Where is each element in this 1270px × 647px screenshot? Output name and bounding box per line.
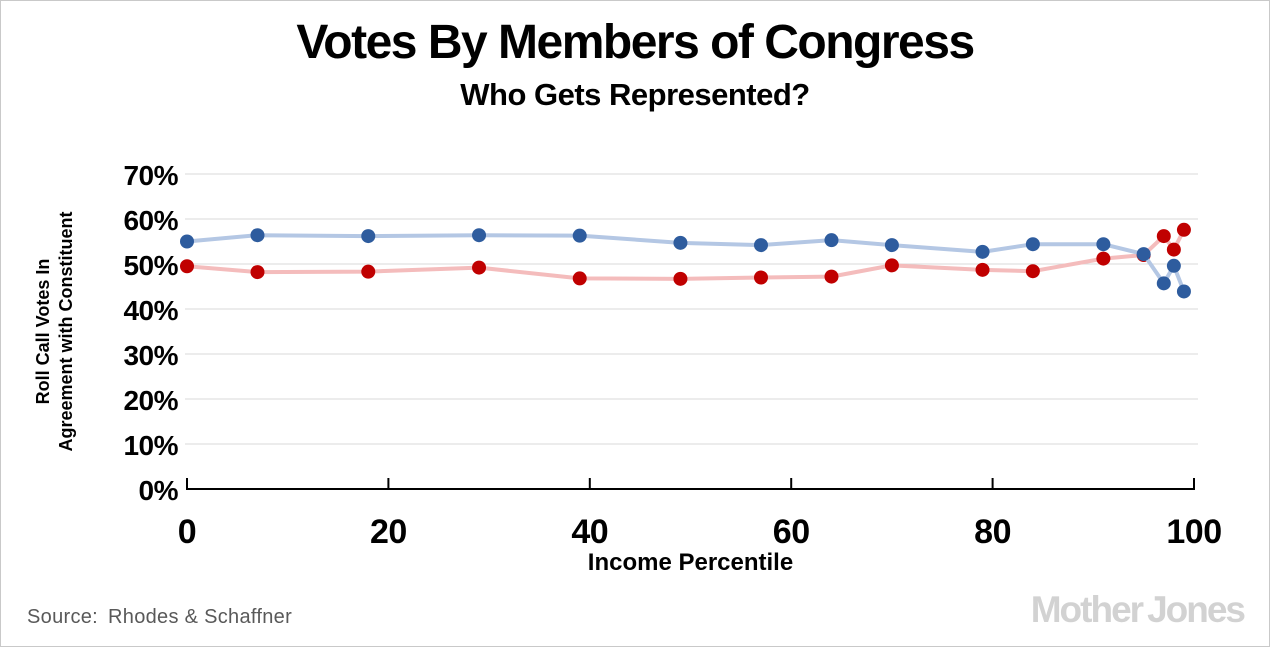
red-series-point [572,271,587,286]
red-series-line [185,227,1186,281]
blue-series-point [1136,247,1151,262]
y-tick-label: 0% [139,475,179,506]
blue-series-point [180,234,194,249]
blue-series-point [1025,237,1040,252]
y-axis-title-line: Agreement with Constituent [56,211,76,451]
logo-word-mother: Mother [1030,589,1144,630]
red-series-point [250,265,265,280]
logo-word-jones: Jones [1147,589,1246,630]
blue-series-point [753,238,768,253]
y-axis-title-line: Roll Call Votes In [33,259,53,405]
y-tick-label: 20% [123,385,178,416]
red-series-point [180,259,194,274]
blue-series-point [824,233,839,248]
x-tick-label: 80 [974,513,1011,551]
blue-series-point [1156,276,1171,291]
blue-series-point [361,229,376,244]
motherjones-logo: Mother Jones [1030,589,1246,631]
chart-subtitle: Who Gets Represented? [460,77,810,112]
red-series-point [673,271,688,286]
red-series-point [884,258,899,273]
blue-series-point [572,228,587,243]
y-tick-label: 40% [123,295,178,326]
y-tick-label: 30% [123,340,178,371]
red-series-point [472,260,487,275]
y-tick-label: 70% [123,160,178,191]
red-series-point [361,264,376,279]
red-series-point [1096,251,1111,266]
blue-series-point [1166,258,1181,273]
chart-title: Votes By Members of Congress [296,16,975,69]
red-series-point [1156,229,1171,244]
red-series-point [824,269,839,284]
source-text: Rhodes & Schaffner [108,606,293,628]
blue-series-point [1096,237,1111,252]
red-series-point [1176,222,1191,237]
x-axis-title: Income Percentile [588,549,793,576]
blue-series-point [472,228,487,243]
blue-series-point [975,244,990,259]
blue-series-point [673,235,688,250]
y-tick-label: 10% [123,430,178,461]
y-tick-label: 50% [123,250,178,281]
y-tick-label: 60% [123,205,178,236]
source-label: Source: [27,606,99,628]
x-tick-label: 0 [178,513,196,551]
blue-series-point [250,228,265,243]
red-series-point [1025,264,1040,279]
x-tick-label: 100 [1166,513,1221,551]
x-tick-label: 20 [370,513,407,551]
blue-series-point [884,238,899,253]
red-series-point [1166,242,1181,257]
blue-series-line [185,233,1186,294]
blue-series-point [1176,284,1191,299]
red-series-point [753,270,768,285]
source-line: Source: Rhodes & Schaffner [27,606,292,629]
x-tick-label: 40 [571,513,608,551]
x-tick-label: 60 [773,513,810,551]
red-series-point [975,262,990,277]
